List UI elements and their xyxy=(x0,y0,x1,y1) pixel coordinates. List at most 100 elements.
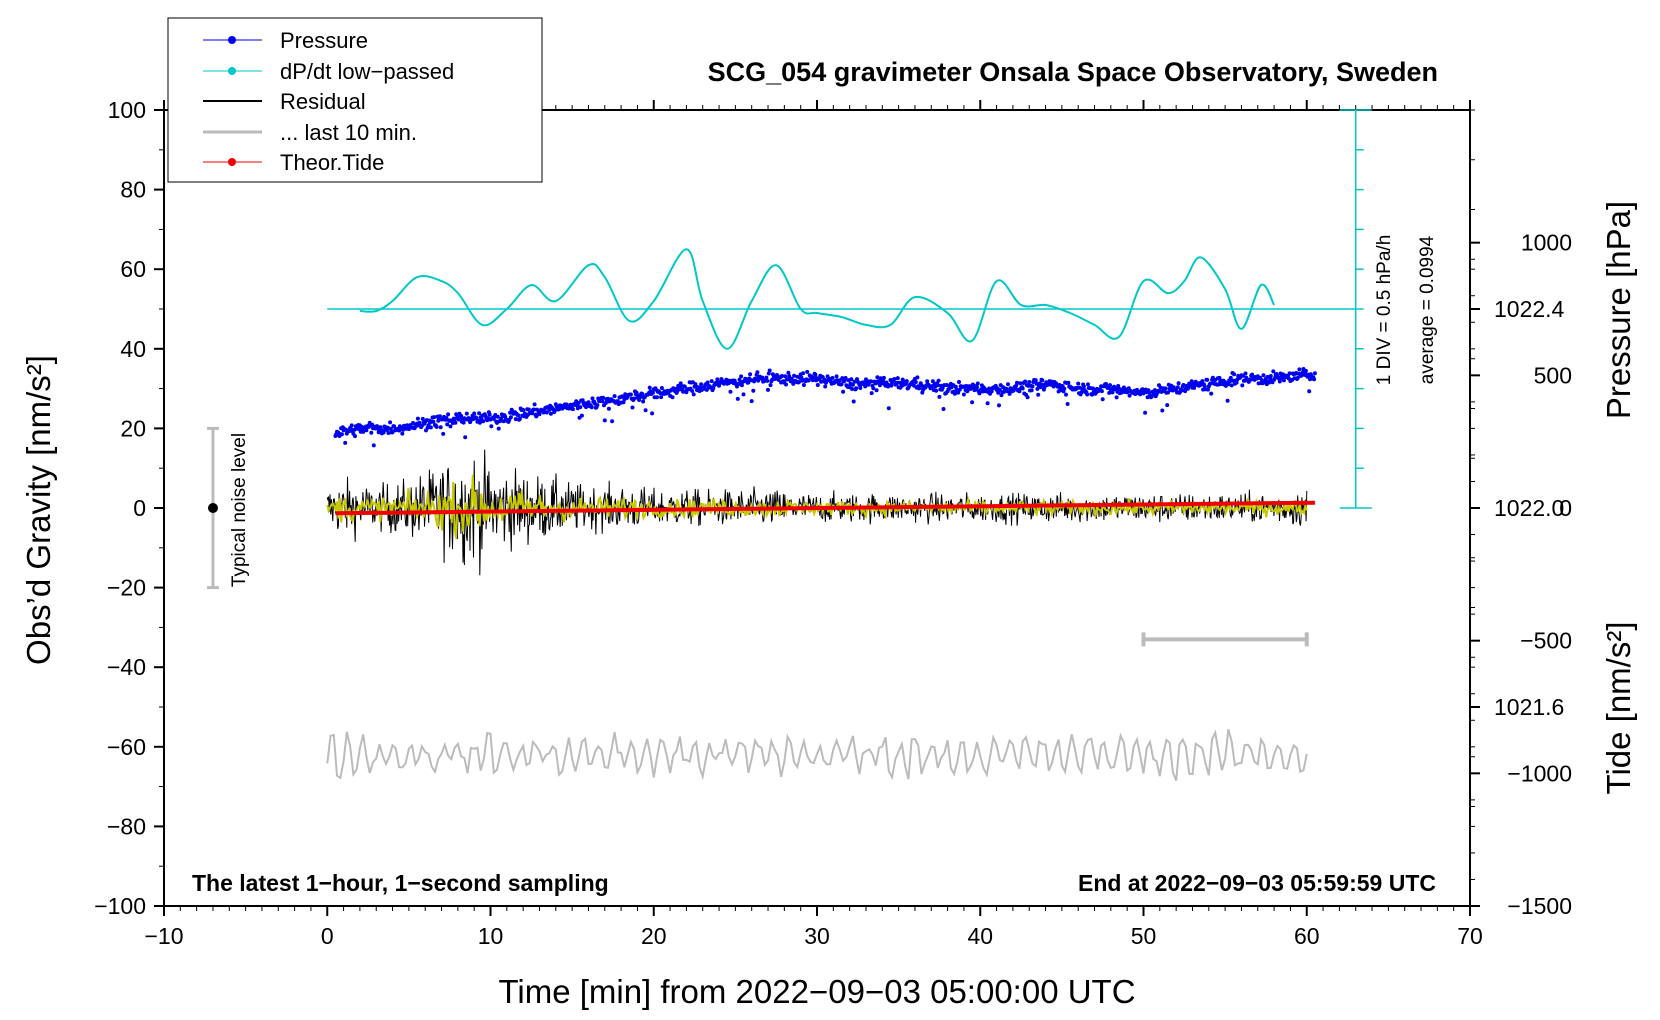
pressure-point xyxy=(975,381,980,386)
pressure-point xyxy=(1113,386,1118,391)
pressure-point xyxy=(863,384,868,389)
pressure-point xyxy=(530,411,535,416)
tide-tick-label: −500 xyxy=(1520,628,1572,654)
pressure-point xyxy=(606,406,611,411)
pressure-point xyxy=(935,383,940,388)
pressure-point xyxy=(1100,397,1105,402)
tide-tick-label: −1500 xyxy=(1507,893,1572,919)
pressure-point xyxy=(913,380,918,385)
pressure-tick-label: 1022.4 xyxy=(1494,296,1565,322)
pressure-point xyxy=(1064,392,1068,397)
y-tick-label: 80 xyxy=(120,177,146,203)
pressure-point xyxy=(739,374,744,379)
pressure-point xyxy=(737,377,742,382)
pressure-point xyxy=(650,411,655,416)
pressure-point xyxy=(487,412,492,417)
pressure-point xyxy=(792,373,797,378)
pressure-point xyxy=(854,386,859,391)
pressure-point xyxy=(364,428,369,433)
noise-level-label: Typical noise level xyxy=(229,433,250,587)
legend-marker-pressure xyxy=(228,36,236,44)
pressure-point xyxy=(1006,382,1010,387)
pressure-point xyxy=(1114,395,1119,400)
annotations-layer xyxy=(206,109,1372,647)
pressure-point xyxy=(1165,403,1170,408)
pressure-point xyxy=(650,390,655,395)
noise-bar-center xyxy=(207,503,218,513)
pressure-point xyxy=(670,395,675,400)
legend-label-pressure: Pressure xyxy=(280,28,368,53)
pressure-point xyxy=(895,376,900,381)
pressure-point xyxy=(957,380,961,384)
y-tick-label: 100 xyxy=(108,97,146,123)
pressure-point xyxy=(764,375,769,380)
pressure-point xyxy=(1081,384,1086,389)
pressure-point xyxy=(748,372,753,377)
pressure-point xyxy=(445,422,450,427)
legend-entry-last10: ... last 10 min. xyxy=(203,120,417,145)
pressure-point xyxy=(339,432,344,437)
pressure-point xyxy=(1217,375,1222,380)
pressure-point xyxy=(1152,388,1157,393)
pressure-point xyxy=(446,412,451,417)
pressure-point xyxy=(711,386,716,391)
y-tick-label: −80 xyxy=(107,813,146,839)
pressure-point xyxy=(830,376,835,380)
pressure-point xyxy=(936,378,941,383)
pressure-point xyxy=(881,379,886,384)
pressure-point xyxy=(437,414,442,419)
pressure-point xyxy=(961,392,966,397)
pressure-point xyxy=(1312,371,1317,376)
pressure-point xyxy=(787,374,792,379)
pressure-point xyxy=(432,415,437,420)
pressure-point xyxy=(1240,383,1245,388)
legend-entry-tide: Theor.Tide xyxy=(203,150,384,175)
pressure-point xyxy=(1086,382,1090,387)
pressure-point xyxy=(770,372,775,377)
pressure-point xyxy=(612,394,617,399)
pressure-point xyxy=(766,371,771,376)
pressure-point xyxy=(1036,392,1041,397)
pressure-point xyxy=(765,378,770,383)
pressure-point xyxy=(996,390,1001,395)
pressure-point xyxy=(570,407,575,412)
pressure-point xyxy=(1015,380,1019,385)
pressure-point xyxy=(1229,383,1234,388)
pressure-point xyxy=(428,425,433,430)
legend-entry-dpdt: dP/dt low−passed xyxy=(203,59,454,84)
pressure-point xyxy=(784,382,788,387)
pressure-point xyxy=(1033,378,1038,383)
legend-marker-tide xyxy=(228,158,236,166)
pressure-point xyxy=(1018,381,1023,386)
pressure-point xyxy=(786,370,791,375)
x-tick-label: 30 xyxy=(804,923,830,949)
pressure-point xyxy=(1023,379,1028,384)
pressure-point xyxy=(557,407,562,412)
pressure-point xyxy=(768,383,773,388)
pressure-point xyxy=(353,434,357,439)
y-tick-label: 40 xyxy=(120,336,146,362)
axis-tick-labels: −10 0 10 20 30 40 50 60 70100806040200−20−40−60−… xyxy=(94,97,1572,949)
pressure-point xyxy=(444,416,449,420)
pressure-point xyxy=(904,379,909,384)
pressure-point xyxy=(956,390,961,395)
legend: Pressure dP/dt low−passed Residual ... l… xyxy=(167,17,543,183)
pressure-point xyxy=(1147,390,1152,395)
pressure-point xyxy=(600,399,605,404)
x-tick-label: 50 xyxy=(1131,923,1157,949)
pressure-point xyxy=(975,385,979,390)
pressure-point xyxy=(472,411,477,416)
pressure-point xyxy=(632,396,637,401)
pressure-point xyxy=(937,394,942,399)
last-10-min-line xyxy=(326,728,1308,781)
end-time-note: End at 2022−09−03 05:59:59 UTC xyxy=(1078,870,1436,896)
pressure-point xyxy=(589,405,594,410)
pressure-point xyxy=(481,419,486,424)
pressure-point xyxy=(690,388,695,393)
pressure-point xyxy=(875,375,880,380)
pressure-point xyxy=(805,369,810,374)
pressure-point xyxy=(513,417,518,422)
pressure-point xyxy=(1303,368,1308,373)
pressure-point xyxy=(1076,381,1081,386)
pressure-point xyxy=(868,379,873,384)
